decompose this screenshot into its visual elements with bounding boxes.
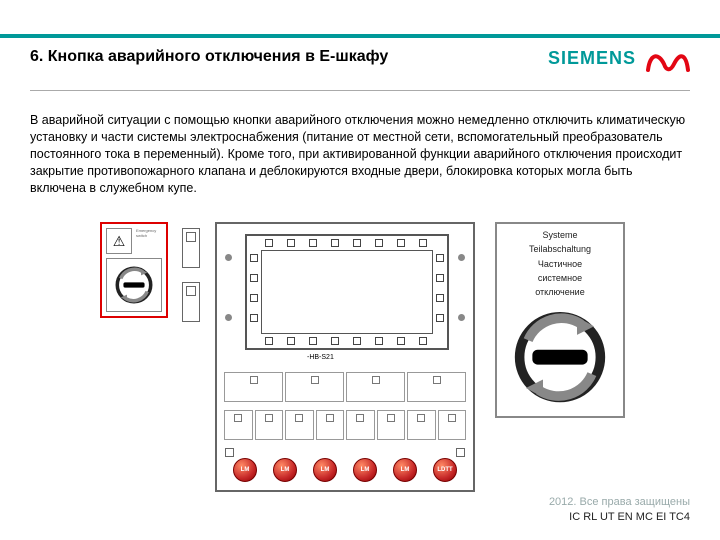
side-icon-1 bbox=[182, 228, 200, 268]
callout-note: Emergency switch bbox=[136, 228, 164, 254]
siemens-logo: SIEMENS bbox=[548, 48, 636, 69]
sq-icon bbox=[436, 314, 444, 322]
lm-knob[interactable]: LM bbox=[233, 458, 257, 482]
panel-screw-icon bbox=[225, 314, 232, 321]
sq-icon bbox=[309, 337, 317, 345]
cr-line2: Teilabschaltung bbox=[529, 244, 591, 254]
callout-system-partial: Systeme Teilabschaltung Частичное систем… bbox=[495, 222, 625, 418]
page-title: 6. Кнопка аварийного отключения в E-шкаф… bbox=[30, 48, 388, 81]
footer-copyright: 2012. Все права защищены bbox=[549, 495, 690, 509]
label-cell bbox=[377, 410, 406, 440]
sq-icon bbox=[419, 337, 427, 345]
sq-icon bbox=[353, 337, 361, 345]
lm-knob[interactable]: LM bbox=[393, 458, 417, 482]
callout-emergency-switch: ⚠ Emergency switch bbox=[100, 222, 168, 318]
rzd-logo bbox=[646, 48, 690, 81]
sq-icon bbox=[419, 239, 427, 247]
screen-left-squares bbox=[250, 254, 258, 322]
rotary-small-container bbox=[106, 258, 162, 312]
sq-icon bbox=[265, 239, 273, 247]
sq-icon bbox=[265, 337, 273, 345]
logo-group: SIEMENS bbox=[548, 48, 690, 81]
cr-line4: системное bbox=[538, 273, 582, 283]
header-divider bbox=[30, 90, 690, 91]
sq-icon bbox=[353, 239, 361, 247]
label-cell bbox=[285, 372, 344, 402]
footer-code: IC RL UT EN MC EI TC4 bbox=[549, 510, 690, 524]
label-cell bbox=[316, 410, 345, 440]
label-strip-1 bbox=[223, 372, 467, 402]
header-stripe bbox=[0, 34, 720, 38]
panel-screw-icon bbox=[458, 314, 465, 321]
sq-icon bbox=[250, 254, 258, 262]
screen-label: -HB-S21 bbox=[307, 354, 334, 361]
sq-icon bbox=[397, 337, 405, 345]
small-box-icon bbox=[456, 448, 465, 457]
screen-top-squares bbox=[265, 239, 427, 247]
sq-icon bbox=[436, 294, 444, 302]
footer: 2012. Все права защищены IC RL UT EN MC … bbox=[549, 495, 690, 524]
screen-bottom-squares bbox=[265, 337, 427, 345]
screen-right-squares bbox=[436, 254, 444, 322]
lm-knob[interactable]: LM bbox=[273, 458, 297, 482]
sq-icon bbox=[250, 294, 258, 302]
label-cell bbox=[224, 372, 283, 402]
small-box-icon bbox=[225, 448, 234, 457]
title-row: 6. Кнопка аварийного отключения в E-шкаф… bbox=[30, 48, 690, 81]
knob-row: LM LM LM LM LM LDTT bbox=[233, 458, 457, 482]
body-paragraph: В аварийной ситуации с помощью кнопки ав… bbox=[30, 112, 690, 196]
lm-knob[interactable]: LM bbox=[353, 458, 377, 482]
cr-line1: Systeme bbox=[542, 230, 577, 240]
control-panel: -HB-S21 LM LM LM L bbox=[215, 222, 475, 492]
sq-icon bbox=[331, 239, 339, 247]
label-cell bbox=[255, 410, 284, 440]
rotary-switch-small-icon bbox=[112, 263, 156, 307]
hmi-inner bbox=[261, 250, 433, 334]
ldtt-knob[interactable]: LDTT bbox=[433, 458, 457, 482]
sq-icon bbox=[309, 239, 317, 247]
rotary-switch-large-icon bbox=[506, 304, 614, 410]
sq-icon bbox=[436, 254, 444, 262]
cr-line3: Частичное bbox=[538, 259, 582, 269]
panel-screw-icon bbox=[225, 254, 232, 261]
label-cell bbox=[346, 410, 375, 440]
label-cell bbox=[346, 372, 405, 402]
label-cell bbox=[224, 410, 253, 440]
sq-icon bbox=[375, 239, 383, 247]
cr-line5: отключение bbox=[535, 287, 584, 297]
sq-icon bbox=[397, 239, 405, 247]
label-cell bbox=[407, 372, 466, 402]
sq-icon bbox=[331, 337, 339, 345]
sq-icon bbox=[250, 274, 258, 282]
sq-icon bbox=[250, 314, 258, 322]
label-cell bbox=[438, 410, 467, 440]
label-strip-2 bbox=[223, 410, 467, 440]
sq-icon bbox=[436, 274, 444, 282]
lm-knob[interactable]: LM bbox=[313, 458, 337, 482]
sq-icon bbox=[375, 337, 383, 345]
side-icon-2 bbox=[182, 282, 200, 322]
sq-icon bbox=[287, 337, 295, 345]
panel-screw-icon bbox=[458, 254, 465, 261]
label-cell bbox=[285, 410, 314, 440]
diagram-area: ⚠ Emergency switch bbox=[100, 222, 640, 492]
label-cell bbox=[407, 410, 436, 440]
sq-icon bbox=[287, 239, 295, 247]
warning-icon: ⚠ bbox=[106, 228, 132, 254]
hmi-screen bbox=[245, 234, 449, 350]
